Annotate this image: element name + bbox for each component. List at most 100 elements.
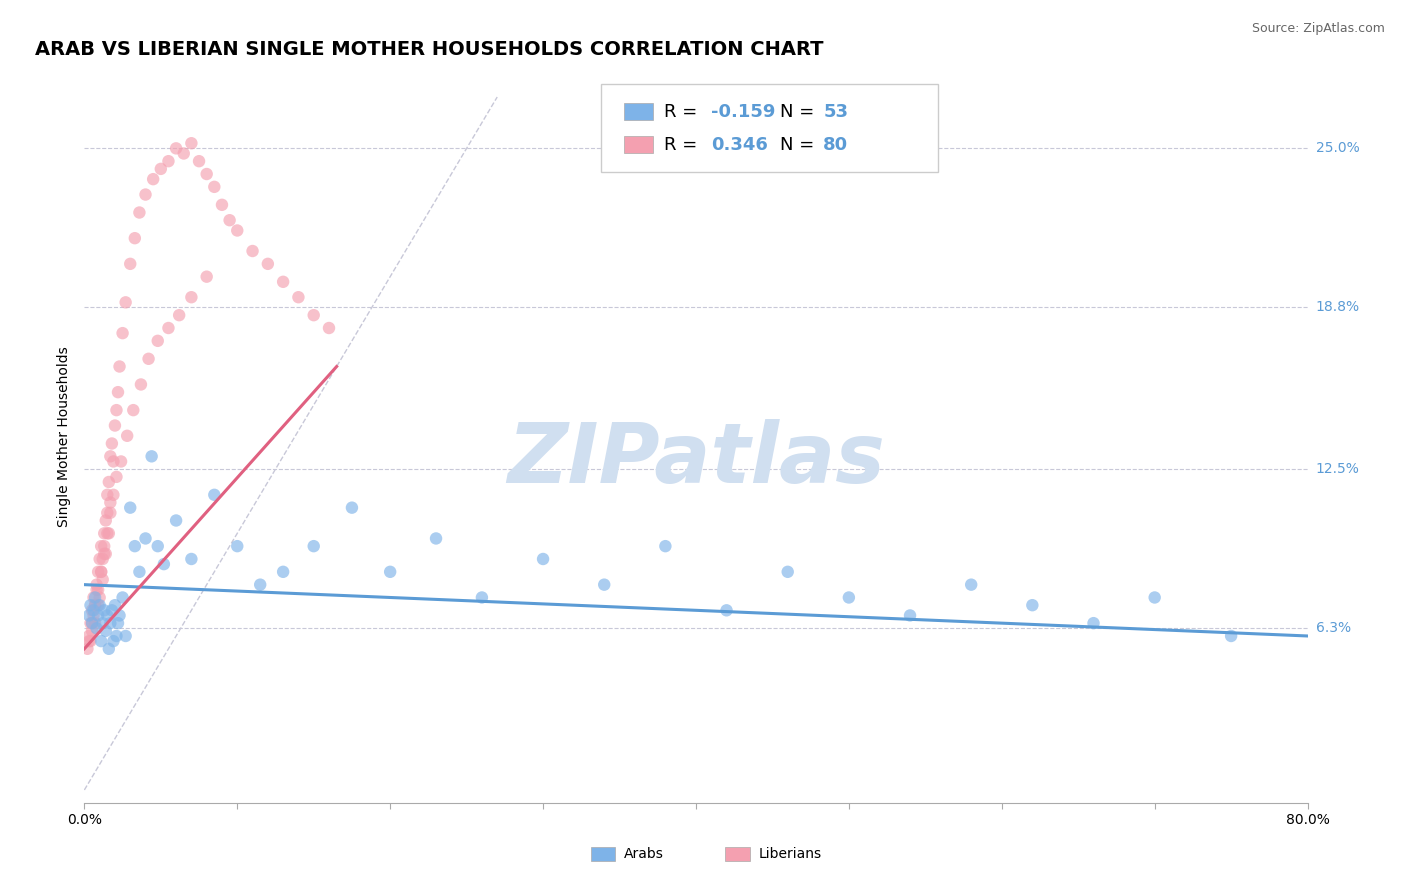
Point [96, 526, 118, 541]
FancyBboxPatch shape [624, 103, 654, 120]
Point [90, 539, 112, 553]
Point [108, 359, 131, 374]
Point [114, 629, 136, 643]
Point [271, 275, 294, 289]
Point [1083, 616, 1105, 631]
Text: Source: ZipAtlas.com: Source: ZipAtlas.com [1251, 22, 1385, 36]
Point [94, 624, 117, 638]
Point [471, 591, 494, 605]
Point [111, 591, 134, 605]
Point [89, 598, 111, 612]
Point [257, 257, 280, 271]
Point [90, 565, 112, 579]
Point [146, 539, 169, 553]
Point [79, 616, 101, 631]
Point [340, 500, 363, 515]
Point [165, 514, 187, 528]
Point [122, 403, 145, 417]
Point [120, 500, 142, 515]
Point [79, 634, 101, 648]
Point [531, 552, 554, 566]
Point [1021, 598, 1043, 612]
FancyBboxPatch shape [725, 847, 749, 862]
Point [318, 321, 340, 335]
Point [77, 634, 100, 648]
Point [104, 418, 127, 433]
Point [128, 565, 150, 579]
Point [98, 450, 121, 464]
Point [84, 616, 107, 631]
Point [107, 616, 129, 631]
Point [302, 308, 325, 322]
Point [960, 577, 983, 591]
Point [105, 403, 128, 417]
Point [226, 223, 249, 237]
Point [98, 616, 121, 631]
Text: 53: 53 [823, 103, 848, 120]
Point [138, 351, 160, 366]
Point [142, 172, 165, 186]
Point [80, 624, 103, 638]
Text: Liberians: Liberians [758, 847, 821, 861]
Text: 25.0%: 25.0% [1316, 141, 1360, 155]
Point [84, 598, 107, 612]
Point [114, 295, 136, 310]
Point [87, 582, 110, 597]
Point [838, 591, 860, 605]
Point [98, 495, 121, 509]
Point [90, 634, 112, 648]
Point [77, 608, 100, 623]
Point [105, 470, 128, 484]
Point [129, 377, 152, 392]
Point [107, 385, 129, 400]
Text: Arabs: Arabs [624, 847, 664, 861]
Text: N =: N = [780, 136, 820, 153]
Point [84, 591, 107, 605]
Point [380, 565, 402, 579]
Point [115, 429, 138, 443]
Point [271, 565, 294, 579]
Point [165, 141, 187, 155]
Point [716, 603, 738, 617]
Point [80, 616, 103, 631]
Point [135, 187, 157, 202]
Point [593, 577, 616, 591]
Point [195, 167, 218, 181]
Point [87, 608, 110, 623]
Point [90, 565, 112, 579]
Text: 0.346: 0.346 [710, 136, 768, 153]
Point [111, 326, 134, 340]
Point [425, 532, 447, 546]
FancyBboxPatch shape [624, 136, 654, 153]
Point [1143, 591, 1166, 605]
Point [103, 454, 125, 468]
Point [79, 598, 101, 612]
Point [84, 598, 107, 612]
Text: 6.3%: 6.3% [1316, 622, 1351, 635]
Point [86, 577, 108, 591]
Point [157, 154, 180, 169]
Text: 80: 80 [823, 136, 848, 153]
Point [93, 547, 115, 561]
Point [91, 616, 114, 631]
Point [180, 290, 202, 304]
Point [77, 629, 100, 643]
Point [898, 608, 921, 623]
Point [96, 506, 118, 520]
Point [1220, 629, 1243, 643]
Y-axis label: Single Mother Households: Single Mother Households [58, 347, 72, 527]
Point [104, 598, 127, 612]
Point [89, 552, 111, 566]
Text: ZIPatlas: ZIPatlas [508, 418, 884, 500]
Point [149, 161, 172, 176]
Point [101, 603, 124, 617]
Point [302, 539, 325, 553]
Point [167, 308, 190, 322]
Point [157, 321, 180, 335]
Point [80, 616, 103, 631]
Point [76, 641, 98, 656]
Point [94, 547, 117, 561]
Point [89, 591, 111, 605]
Point [108, 608, 131, 623]
Point [96, 608, 118, 623]
